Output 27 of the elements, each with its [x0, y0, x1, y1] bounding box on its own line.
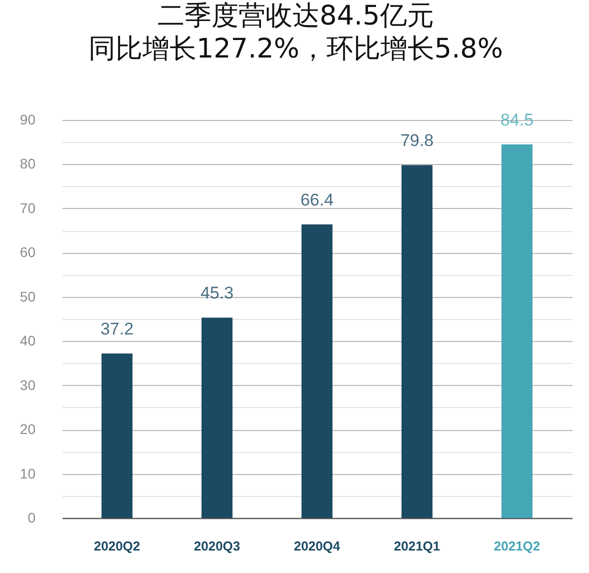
y-tick-label: 0	[28, 510, 36, 526]
y-tick-label: 10	[20, 465, 36, 482]
chart-subtitle: 同比增长127.2%，环比增长5.8%	[88, 33, 503, 64]
y-tick-label: 90	[20, 112, 36, 128]
bar	[502, 144, 532, 518]
x-tick-label: 2020Q2	[94, 538, 140, 554]
data-label: 37.2	[100, 319, 134, 338]
bar	[302, 224, 332, 518]
y-tick-label: 20	[20, 421, 36, 438]
x-tick-label: 2020Q4	[294, 538, 341, 554]
data-label: 66.4	[300, 190, 334, 210]
bar	[202, 318, 232, 518]
y-tick-label: 50	[20, 288, 36, 304]
data-label: 45.3	[200, 284, 234, 303]
x-tick-label: 2020Q3	[194, 538, 240, 554]
data-label: 84.5	[500, 110, 534, 130]
y-tick-label: 80	[20, 156, 36, 172]
y-tick-label: 30	[20, 376, 36, 393]
x-tick-label: 2021Q2	[494, 538, 540, 554]
chart-title: 二季度营收达84.5亿元	[158, 0, 434, 32]
y-tick-label: 60	[20, 244, 36, 260]
bar	[402, 165, 432, 518]
x-tick-label: 2021Q1	[394, 538, 440, 554]
data-label: 79.8	[400, 131, 434, 150]
bar	[102, 353, 132, 518]
y-tick-label: 70	[20, 200, 36, 216]
y-tick-label: 40	[20, 332, 36, 349]
